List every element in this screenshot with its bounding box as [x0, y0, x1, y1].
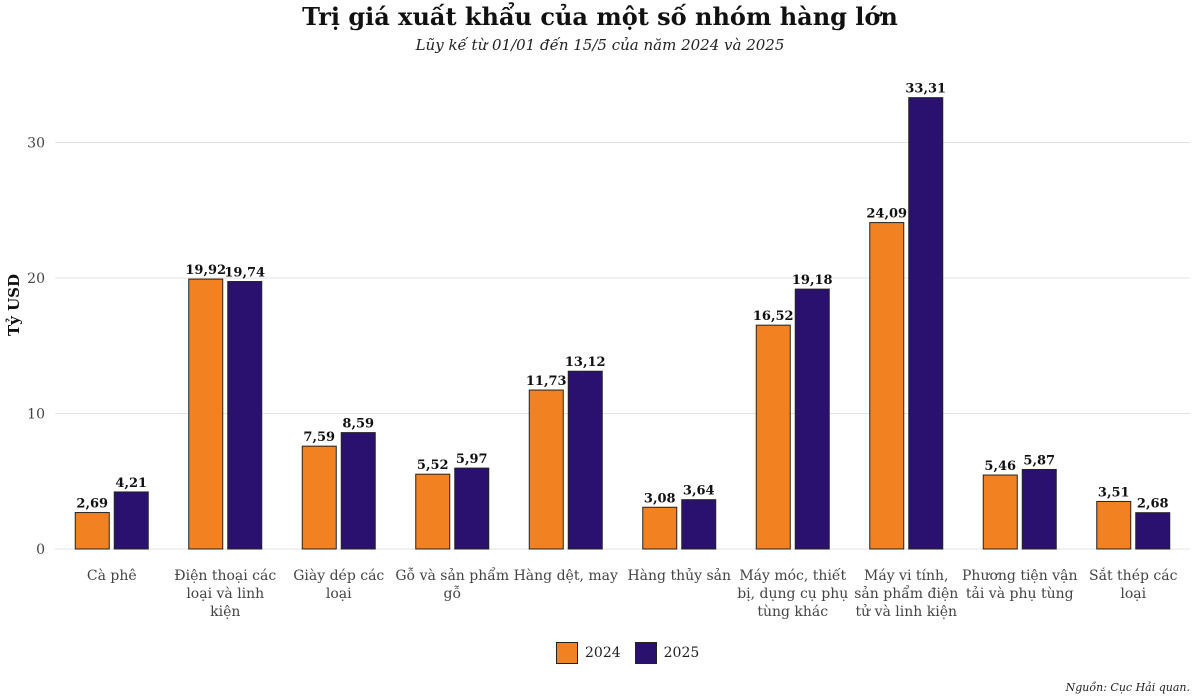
chart-subtitle: Lũy kế từ 01/01 đến 15/5 của năm 2024 và…	[415, 36, 785, 54]
bars	[74, 97, 1171, 550]
data-label-2025: 19,18	[792, 273, 833, 288]
bar-2024	[982, 474, 1018, 550]
gridlines	[55, 142, 1190, 550]
data-label-2024: 11,73	[526, 374, 567, 389]
data-label-2025: 4,21	[115, 476, 147, 491]
x-category-label: Điện thoại các loại và linh kiện	[174, 568, 276, 620]
x-category-label-line: loại	[1120, 586, 1146, 602]
x-category-label: Hàng dệt, may	[514, 567, 618, 584]
x-category-label-line: Cà phê	[87, 567, 137, 584]
data-label-2025: 8,59	[342, 417, 374, 432]
data-label-2025: 5,87	[1023, 453, 1055, 468]
y-tick-label: 20	[27, 271, 45, 287]
x-category-label-line: Gỗ và sản phẩm	[395, 566, 509, 584]
data-label-2025: 19,74	[224, 266, 265, 281]
x-category-label-line: Sắt thép các	[1089, 566, 1178, 584]
bar-2025	[227, 281, 263, 550]
x-category-label: Sắt thép các loại	[1089, 566, 1178, 602]
x-category-label-line: Máy vi tính,	[864, 568, 948, 584]
y-tick-label: 10	[27, 407, 45, 423]
bar-2024	[301, 445, 337, 550]
data-label-2024: 16,52	[753, 309, 794, 324]
bar-2025	[113, 491, 149, 550]
bar-2024	[528, 389, 564, 550]
x-category-label: Máy vi tính, sản phẩm điện tử và linh kiện	[854, 568, 958, 620]
legend-label-2025: 2025	[663, 645, 700, 661]
y-tick-label: 30	[27, 136, 45, 152]
data-label-2024: 24,09	[866, 207, 907, 222]
legend-label-2024: 2024	[585, 645, 621, 661]
bar-2025	[908, 97, 944, 550]
bar-2024	[1096, 500, 1132, 550]
data-label-2024: 5,52	[417, 458, 449, 473]
bar-2025	[567, 370, 603, 550]
data-label-2024: 19,92	[185, 263, 226, 278]
bar-2025	[681, 499, 717, 550]
bar-2025	[340, 432, 376, 550]
x-category-label-line: tải và phụ tùng	[966, 585, 1074, 602]
x-category-label-line: loại	[326, 586, 352, 602]
data-label-2024: 7,59	[303, 430, 335, 445]
x-category-label-line: Hàng thủy sản	[627, 567, 731, 584]
data-label-2025: 33,31	[905, 82, 946, 97]
legend: 2024 2025	[556, 640, 713, 666]
x-category-label: Cà phê	[87, 567, 137, 584]
x-category-label: Hàng thủy sản	[627, 567, 731, 584]
data-label-2025: 5,97	[456, 452, 488, 467]
bar-2025	[1135, 512, 1171, 550]
y-tick-label: 0	[36, 542, 45, 558]
x-category-label-line: Điện thoại các	[174, 568, 276, 584]
bar-2024	[869, 222, 905, 550]
bar-2025	[454, 467, 490, 550]
legend-item-2024: 2024	[556, 642, 621, 664]
x-category-label-line: kiện	[210, 604, 240, 620]
data-label-2025: 2,68	[1137, 497, 1169, 512]
chart-title: Trị giá xuất khẩu của một số nhóm hàng l…	[302, 2, 898, 31]
data-label-2025: 13,12	[565, 355, 606, 370]
x-category-label-line: sản phẩm điện	[854, 584, 958, 602]
x-category-label: Gỗ và sản phẩm gỗ	[395, 566, 509, 602]
data-label-2024: 2,69	[76, 497, 108, 512]
y-axis-label: Tỷ USD	[5, 274, 23, 336]
x-category-label-line: tùng khác	[757, 604, 828, 620]
bar-2024	[188, 278, 224, 550]
data-label-2024: 3,08	[644, 491, 676, 506]
x-category-label-line: bị, dụng cụ phụ	[737, 586, 848, 602]
bar-2024	[642, 506, 678, 550]
x-category-label-line: Hàng dệt, may	[514, 567, 618, 584]
x-category-label: Giày dép các loại	[293, 567, 384, 602]
bar-2025	[794, 288, 830, 550]
legend-item-2025: 2025	[634, 642, 700, 664]
x-category-label: Phương tiện vận tải và phụ tùng	[962, 568, 1077, 602]
legend-swatch-2025	[634, 642, 657, 664]
legend-swatch-2024	[556, 642, 578, 664]
data-label-2024: 3,51	[1098, 485, 1130, 500]
x-category-label-line: tử và linh kiện	[856, 603, 958, 620]
source-note: Nguồn: Cục Hải quan.	[1065, 681, 1190, 694]
bar-2025	[1021, 468, 1057, 550]
x-category-label-line: loại và linh	[186, 585, 264, 602]
x-category-label-line: Phương tiện vận	[962, 568, 1077, 584]
data-label-2025: 3,64	[683, 484, 715, 499]
bar-2024	[755, 324, 791, 550]
x-category-label-line: Máy móc, thiết	[739, 567, 846, 584]
x-category-label-line: gỗ	[443, 585, 461, 602]
data-label-2024: 5,46	[984, 459, 1016, 474]
bar-2024	[74, 512, 110, 550]
bar-2024	[415, 473, 451, 550]
x-category-label: Máy móc, thiết bị, dụng cụ phụ tùng khác	[737, 567, 848, 620]
x-category-label-line: Giày dép các	[293, 567, 384, 584]
